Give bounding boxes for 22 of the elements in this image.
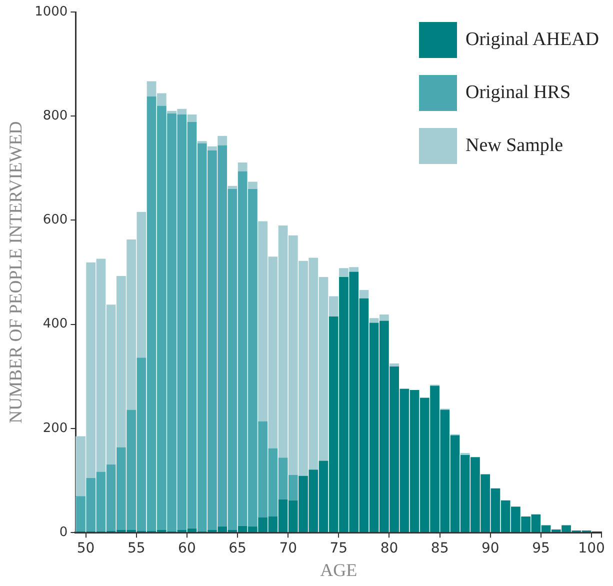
legend-label: Original HRS: [465, 82, 571, 104]
legend-label: New Sample: [465, 135, 564, 157]
y-tick-label: 400: [42, 316, 68, 332]
x-tick-label: 50: [76, 540, 95, 557]
y-tick-label: 800: [42, 108, 68, 124]
x-tick-label: 90: [481, 540, 500, 557]
x-tick-label: 70: [279, 540, 298, 557]
y-tick-label: 1000: [34, 4, 68, 20]
x-tick-label: 60: [178, 540, 196, 557]
x-tick-label: 80: [380, 540, 398, 557]
x-tick-label: 65: [228, 540, 246, 557]
y-tick-label: 600: [42, 212, 68, 228]
x-axis-title: AGE: [320, 560, 358, 580]
x-tick-label: 85: [430, 540, 449, 557]
y-tick-label: 0: [59, 524, 68, 540]
x-tick-label: 95: [532, 540, 550, 557]
y-axis-title: NUMBER OF PEOPLE INTERVIEWED: [6, 121, 26, 424]
x-tick-label: 100: [578, 540, 605, 557]
y-tick-label: 200: [42, 420, 68, 436]
x-tick-label: 55: [127, 540, 146, 557]
legend-label: Original AHEAD: [465, 29, 599, 51]
x-tick-label: 75: [330, 540, 348, 557]
